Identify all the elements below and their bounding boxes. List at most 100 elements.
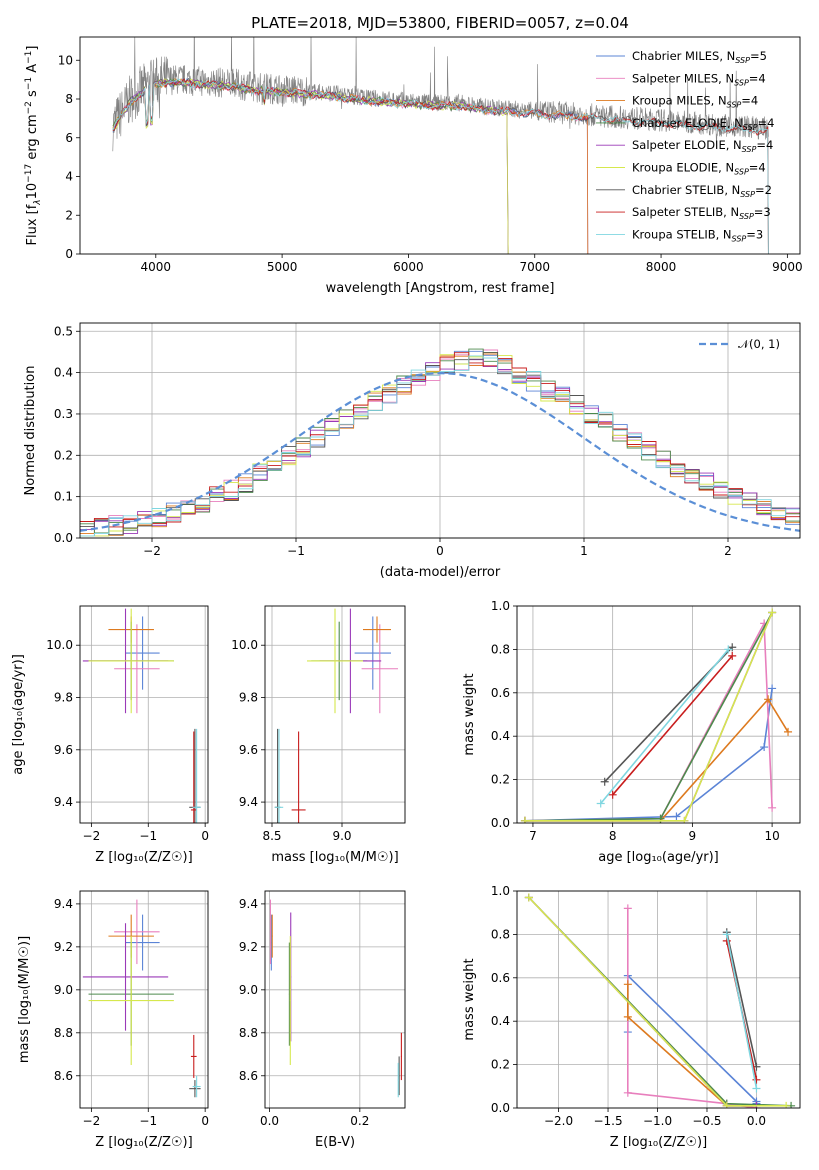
residuals-ytick-label: 0.2 [54,448,73,462]
spectrum-ylabel-part: 10 [25,183,40,200]
age-vs-Z-ytick-label: 9.4 [54,795,73,809]
spectrum-ytick-label: 0 [65,247,73,261]
residuals-xlabel: (data-model)/error [380,565,501,580]
residuals-xtick-label: −2 [143,544,161,558]
legend-entry-sub: SSP [734,168,749,177]
legend-normal-label: 𝒩(0, 1) [738,337,780,351]
weight-vs-age-marker-5-0 [520,816,529,823]
mass-vs-EBV-frame [264,890,406,1109]
weight-vs-Z-series-4 [528,896,757,1107]
model-spectrum-kroupa-stelib [112,78,769,254]
weight-vs-age-series-3 [524,612,773,822]
mass-vs-Z-xtick-label: −2 [83,1114,101,1128]
weight-vs-age-marker-2-3 [784,727,793,736]
residuals-xtick-label: 1 [580,544,588,558]
weight-vs-Z-xtick-label: −1.0 [643,1114,672,1128]
weight-vs-age-ytick-label: 0.8 [491,642,510,656]
age-vs-mass-xtick-label: 9.0 [332,829,351,843]
residuals-ytick-label: 0.0 [54,531,73,545]
weight-vs-age-plot-area [520,608,793,823]
weight-vs-age-frame [516,605,801,824]
legend-entry-tail: =5 [750,49,767,63]
weight-vs-age-marker-8-0 [596,799,605,808]
weight-vs-age-xtick-label: 7 [529,829,537,843]
weight-vs-Z-series-2 [627,984,757,1107]
legend-entry-text: Chabrier ELODIE, N [632,116,743,130]
weight-vs-age-xtick-label: 9 [689,829,697,843]
legend-entry-sub: SSP [743,123,758,132]
legend-entry-tail: =2 [755,183,772,197]
spectrum-xlabel: wavelength [Angstrom, rest frame] [326,281,555,296]
model-spectrum-kroupa-elodie [112,78,509,254]
spectrum-ylabel-part: −1 [24,51,34,64]
weight-vs-Z-marker-5-2 [782,1101,791,1108]
legend-entry-text: Salpeter ELODIE, N [632,138,742,152]
mass-vs-EBV-ytick-label: 8.6 [239,1069,258,1083]
weight-vs-age-ytick-label: 0.4 [491,729,510,743]
weight-vs-Z-xtick-label: −0.5 [692,1114,721,1128]
age-vs-Z-ylabel: age [log₁₀(age/yr)] [11,654,26,775]
spectrum-panel: 4000 5000 6000 7000 8000 9000 0 2 4 6 8 10 wavelengt… [24,36,803,296]
legend-entry-tail: =4 [741,94,758,108]
weight-vs-Z-ytick-label: 0.4 [491,1014,510,1028]
legend-entry-text: Salpeter STELIB, N [632,205,739,219]
spectrum-plot-area [112,37,769,254]
age-vs-Z-plot-area [82,608,201,823]
residuals-xtick-label: 0 [436,544,444,558]
age-vs-Z-xtick-label: −1 [139,829,157,843]
weight-vs-age-marker-2-2 [764,695,773,704]
weight-vs-age-ylabel: mass weight [462,673,477,755]
spectrum-ylabel-part: λ [33,199,43,205]
weight-vs-Z-marker-2-1 [623,1012,632,1021]
weight-vs-age-xtick-label: 10 [764,829,779,843]
spectrum-xtick-label: 9000 [772,260,803,274]
model-spectrum-chabrier-stelib [112,77,769,254]
legend-entry-text: Chabrier MILES, N [632,49,735,63]
legend-entry-tail: =4 [758,116,775,130]
weight-vs-Z-xtick-label: −2.0 [544,1114,573,1128]
mass-vs-Z-ytick-label: 9.0 [54,983,73,997]
weight-vs-Z-ylabel: mass weight [462,958,477,1040]
weight-vs-age-panel: 7 8 9 10 0.0 0.2 0.4 0.6 0.8 1.0 age [log₁₀(age/yr… [462,599,801,865]
residuals-ylabel: Normed distribution [23,366,38,496]
age-vs-mass-ytick-label: 10.0 [231,638,258,652]
weight-vs-age-marker-5-1 [680,816,689,823]
weight-vs-age-marker-0-2 [760,743,769,752]
spectrum-xtick-label: 7000 [519,260,550,274]
age-vs-Z-xlabel: Z [log₁₀(Z/Z☉)] [95,850,192,865]
legend-entry-5: Kroupa ELODIE, NSSP=4 [632,161,766,177]
spectrum-ylabel-part: −1 [24,77,34,90]
residuals-plot-area [80,348,800,537]
model-spectrum-salpeter-miles [112,79,589,254]
age-vs-mass-xtick-label: 8.5 [262,829,281,843]
weight-vs-Z-ytick-label: 0.6 [491,971,510,985]
weight-vs-Z-marker-1-0 [623,904,632,913]
weight-vs-Z-marker-8-1 [752,1084,761,1093]
residuals-ytick-label: 0.5 [54,324,73,338]
spectrum-ytick-label: 10 [58,53,73,67]
weight-vs-Z-marker-5-0 [524,893,533,902]
weight-vs-Z-xtick-label: 0.0 [747,1114,766,1128]
weight-vs-Z-series-1 [627,908,757,1108]
spectrum-xtick-label: 6000 [393,260,424,274]
weight-vs-Z-series-8 [726,934,758,1089]
legend-entry-text: Kroupa ELODIE, N [632,161,734,175]
residuals-ytick-label: 0.1 [54,490,73,504]
legend-entry-sub: SSP [739,212,754,221]
weight-vs-age-marker-7-0 [608,790,617,799]
spectrum-ylabel-part: s [25,90,40,101]
weight-vs-age-marker-6-0 [600,777,609,786]
weight-vs-Z-series-3 [528,896,792,1107]
legend-entry-2: Kroupa MILES, NSSP=4 [632,94,758,110]
weight-vs-age-series-0 [524,688,773,822]
legend-entry-sub: SSP [727,101,742,110]
age-vs-mass-panel: 8.5 9.0 9.4 9.6 9.8 10.0 mass [log₁₀(M/M☉)] [231,605,406,865]
weight-vs-age-marker-8-1 [724,645,733,654]
mass-vs-Z-ytick-label: 8.6 [54,1069,73,1083]
mass-vs-EBV-xlabel: E(B-V) [315,1135,355,1150]
age-vs-mass-frame [264,605,406,824]
weight-vs-Z-frame [516,890,801,1109]
weight-vs-Z-ytick-label: 0.0 [491,1101,510,1115]
weight-vs-age-ytick-label: 1.0 [491,599,510,613]
mass-vs-EBV-ytick-label: 9.4 [239,897,258,911]
